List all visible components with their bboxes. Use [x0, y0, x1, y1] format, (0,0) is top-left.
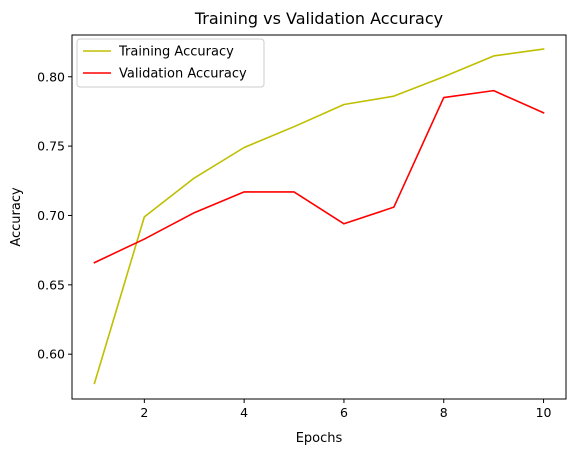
y-tick-label: 0.80	[37, 69, 65, 84]
legend-label: Validation Accuracy	[119, 67, 247, 82]
legend-label: Training Accuracy	[118, 45, 234, 60]
series-line-validation	[93, 89, 545, 264]
x-axis-label: Epochs	[296, 431, 343, 446]
y-tick-label: 0.60	[37, 347, 65, 362]
y-axis-label: Accuracy	[9, 187, 24, 247]
legend-box	[76, 38, 265, 88]
x-tick-label: 6	[340, 405, 348, 420]
plot-frame	[71, 34, 567, 400]
y-tick-label: 0.75	[37, 139, 65, 154]
series-line-training	[93, 48, 545, 385]
legend: Training Accuracy Validation Accuracy	[76, 38, 265, 88]
x-tick-label: 10	[536, 405, 552, 420]
chart-title: Training vs Validation Accuracy	[194, 9, 443, 28]
plot-area: 2 4 6 8 10 0.60 0.65 0.70 0.75 0.80	[37, 34, 567, 420]
x-tick-label: 4	[240, 405, 248, 420]
y-tick-label: 0.70	[37, 208, 65, 223]
x-tick-label: 8	[440, 405, 448, 420]
y-tick-label: 0.65	[37, 277, 65, 292]
x-tick-label: 2	[140, 405, 148, 420]
